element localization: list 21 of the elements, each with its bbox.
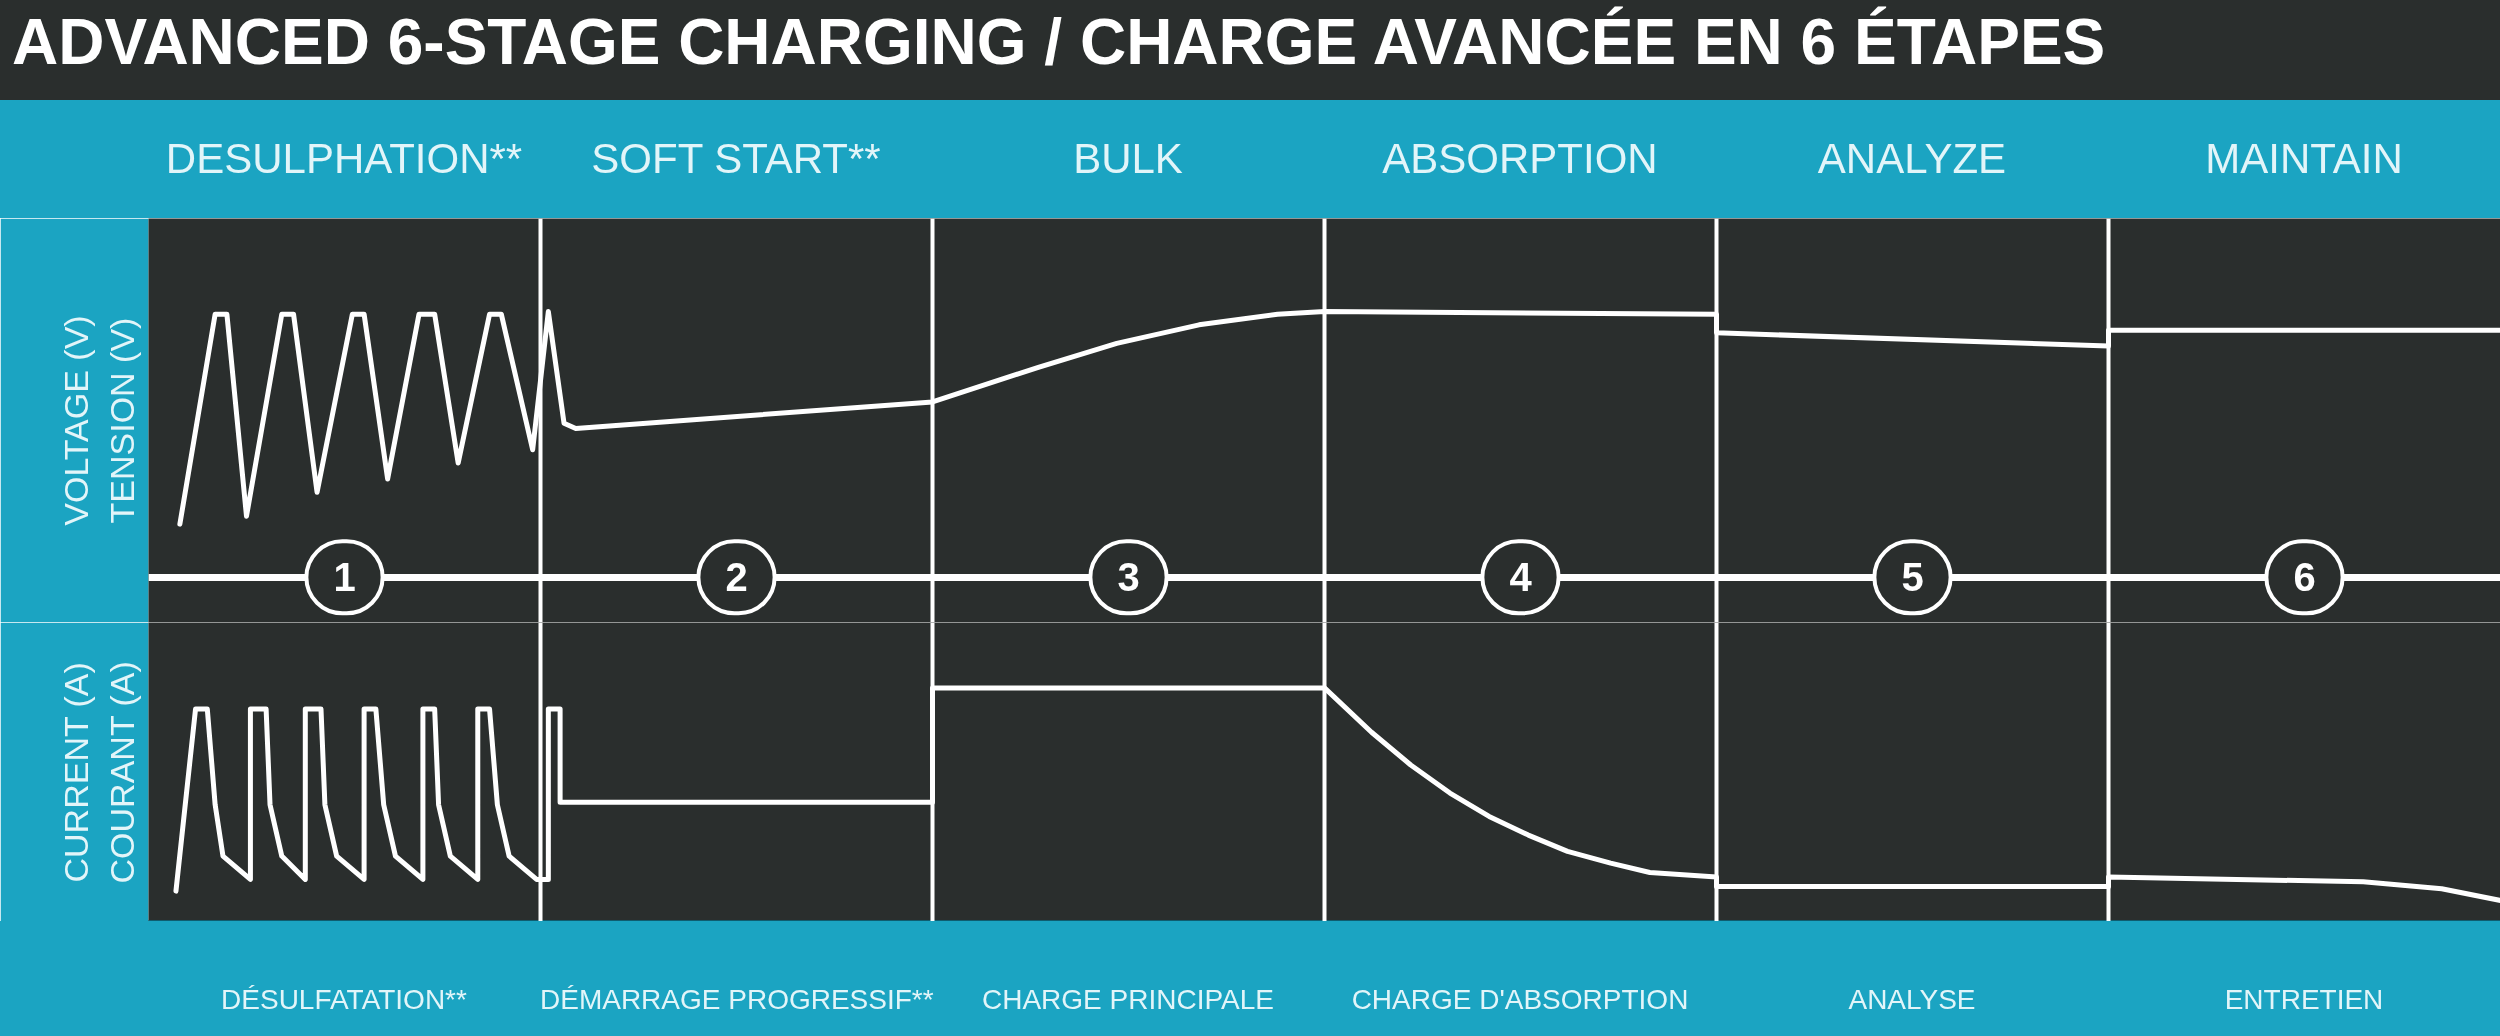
x-tick-label: 3 (1117, 555, 1140, 600)
text: BULK (1072, 134, 1184, 184)
y-axis-title: VOLTAGE (V) TENSION (V) (56, 315, 141, 526)
text: CHARGE PRINCIPALE (981, 984, 1275, 1017)
text: SOFT START** (590, 134, 882, 184)
text: ANALYSE (1847, 984, 1977, 1017)
text: CHARGE D'ABSORPTION (1350, 984, 1690, 1017)
chart-title: ADVANCED 6-STAGE CHARGING / CHARGE AVANCÉE EN 6 ÉTAPES (12, 5, 2106, 80)
text: ABSORPTION (1381, 134, 1659, 184)
text: DÉMARRAGE PROGRESSIF** (540, 984, 934, 1017)
text: ENTRETIEN (2223, 984, 2385, 1017)
text: DESULPHATION** (164, 134, 524, 184)
y-axis-title: CURRENT (A) COURANT (A) (56, 661, 141, 884)
x-tick-label: 4 (1509, 555, 1533, 600)
x-tick-label: 6 (2293, 555, 2316, 600)
text: DÉSULFATATION** (220, 984, 468, 1017)
x-tick-label: 1 (333, 555, 356, 600)
x-tick-label: 2 (725, 555, 748, 600)
x-tick-label: 5 (1901, 555, 1924, 600)
text: ANALYZE (1816, 134, 2008, 184)
text: MAINTAIN (2204, 134, 2404, 184)
